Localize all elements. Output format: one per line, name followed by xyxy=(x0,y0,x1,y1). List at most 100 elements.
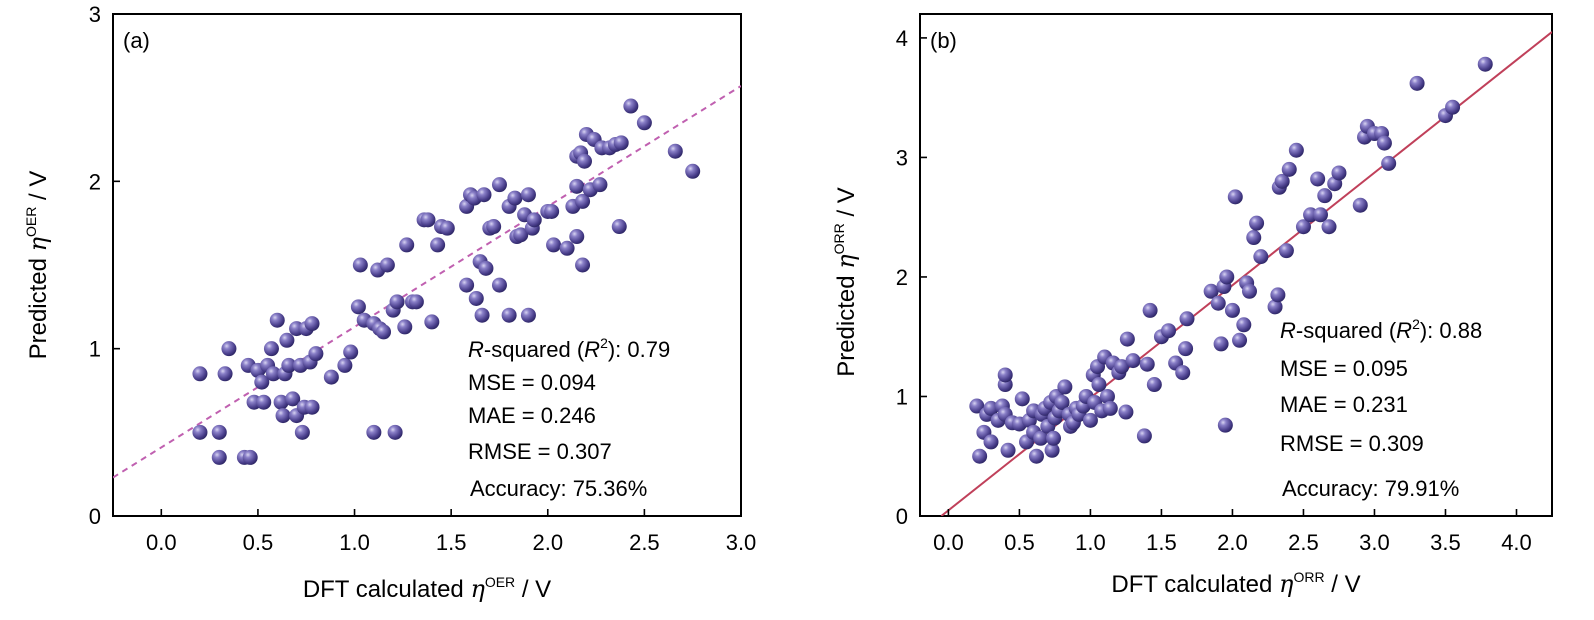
data-point-b-25 xyxy=(1044,442,1060,458)
data-point-a-83 xyxy=(546,237,562,253)
data-point-b-1 xyxy=(972,448,988,464)
data-point-b-93 xyxy=(1331,165,1347,181)
data-point-b-0 xyxy=(969,398,985,414)
accuracy-label-a: Accuracy: 75.36% xyxy=(470,476,647,501)
x-tick-label-b-0: 0.0 xyxy=(933,530,964,555)
data-point-b-75 xyxy=(1241,283,1257,299)
x-tick-label-b-4: 2.0 xyxy=(1217,530,1248,555)
data-point-a-22 xyxy=(285,391,301,407)
data-point-b-57 xyxy=(1146,377,1162,393)
data-point-a-70 xyxy=(491,177,507,193)
data-point-b-14 xyxy=(1014,391,1030,407)
data-point-b-51 xyxy=(1118,404,1134,420)
x-tick-label-b-1: 0.5 xyxy=(1004,530,1035,555)
data-point-a-87 xyxy=(569,178,585,194)
data-point-a-78 xyxy=(520,187,536,203)
data-point-a-80 xyxy=(526,212,542,228)
data-point-a-15 xyxy=(265,366,281,382)
data-point-a-3 xyxy=(211,449,227,465)
data-point-a-77 xyxy=(520,307,536,323)
rmse-label-b: RMSE = 0.309 xyxy=(1280,431,1424,456)
data-point-a-66 xyxy=(478,260,494,276)
ticks-b: 0.0 0.5 1.0 1.5 2.0 2.5 3.0 3.5 4.0 0 1 2 3 4 xyxy=(896,26,1532,555)
data-point-a-30 xyxy=(304,399,320,415)
data-point-b-82 xyxy=(1274,173,1290,189)
data-point-a-20 xyxy=(279,332,295,348)
y-tick-label-b-4: 4 xyxy=(896,26,908,51)
data-point-a-16 xyxy=(269,312,285,328)
x-tick-label-a-4: 2.0 xyxy=(532,530,563,555)
data-point-b-84 xyxy=(1281,161,1297,177)
data-point-a-105 xyxy=(685,163,701,179)
x-tick-label-b-7: 3.5 xyxy=(1430,530,1461,555)
data-point-a-14 xyxy=(263,341,279,357)
data-point-b-5 xyxy=(983,400,999,416)
data-point-a-55 xyxy=(430,237,446,253)
data-point-a-31 xyxy=(304,316,320,332)
y-tick-label-a-0: 0 xyxy=(89,504,101,529)
x-axis-title-b: DFT calculated ηORR / V xyxy=(1111,569,1360,598)
data-point-a-62 xyxy=(468,290,484,306)
data-point-a-101 xyxy=(613,135,629,151)
data-point-b-53 xyxy=(1125,353,1141,369)
data-point-a-84 xyxy=(559,240,575,256)
data-point-a-104 xyxy=(667,143,683,159)
data-point-a-53 xyxy=(420,212,436,228)
x-tick-label-a-2: 1.0 xyxy=(339,530,370,555)
data-points-a xyxy=(113,85,741,479)
x-tick-label-a-0: 0.0 xyxy=(146,530,177,555)
data-point-a-1 xyxy=(192,424,208,440)
data-point-b-78 xyxy=(1253,249,1269,265)
data-point-b-63 xyxy=(1179,311,1195,327)
data-point-b-88 xyxy=(1310,171,1326,187)
chart-panel-a: 0.0 0.5 1.0 1.5 2.0 2.5 3.0 0 1 2 3 (a) R-squared … xyxy=(23,2,756,603)
y-tick-label-a-3: 3 xyxy=(89,2,101,27)
data-point-a-37 xyxy=(352,257,368,273)
accuracy-label-b: Accuracy: 79.91% xyxy=(1282,476,1459,501)
panel-label-a: (a) xyxy=(123,28,150,53)
data-point-b-10 xyxy=(997,367,1013,383)
data-point-a-34 xyxy=(337,357,353,373)
data-point-a-69 xyxy=(491,277,507,293)
y-tick-label-a-2: 2 xyxy=(89,169,101,194)
rmse-label-a: RMSE = 0.307 xyxy=(468,439,612,464)
x-tick-label-b-8: 4.0 xyxy=(1501,530,1532,555)
mse-label-a: MSE = 0.094 xyxy=(468,370,596,395)
data-point-b-100 xyxy=(1381,155,1397,171)
r2-label-b: R-squared (R2): 0.88 xyxy=(1280,316,1482,343)
data-point-b-59 xyxy=(1161,323,1177,339)
data-point-a-65 xyxy=(476,187,492,203)
data-point-b-76 xyxy=(1246,230,1262,246)
x-tick-label-a-1: 0.5 xyxy=(243,530,274,555)
data-point-a-48 xyxy=(397,319,413,335)
data-point-a-75 xyxy=(513,227,529,243)
data-point-b-30 xyxy=(1054,394,1070,410)
data-point-a-21 xyxy=(281,357,297,373)
data-point-b-20 xyxy=(1033,430,1049,446)
data-point-b-55 xyxy=(1139,356,1155,372)
data-point-b-89 xyxy=(1313,207,1329,223)
data-point-b-65 xyxy=(1210,295,1226,311)
data-point-a-4 xyxy=(217,366,233,382)
data-point-a-11 xyxy=(254,374,270,390)
data-point-b-83 xyxy=(1278,243,1294,259)
data-point-a-82 xyxy=(544,203,560,219)
mae-label-b: MAE = 0.231 xyxy=(1280,392,1408,417)
x-tick-label-b-5: 2.5 xyxy=(1288,530,1319,555)
data-point-a-18 xyxy=(275,408,291,424)
y-tick-label-b-0: 0 xyxy=(896,504,908,529)
data-point-a-86 xyxy=(569,229,585,245)
mae-label-a: MAE = 0.246 xyxy=(468,403,596,428)
x-tick-label-a-5: 2.5 xyxy=(629,530,660,555)
metrics-box-a: R-squared (R2): 0.79 MSE = 0.094 MAE = 0… xyxy=(468,335,670,501)
data-point-b-71 xyxy=(1227,189,1243,205)
data-point-b-56 xyxy=(1142,302,1158,318)
data-point-b-73 xyxy=(1236,317,1252,333)
data-point-a-35 xyxy=(343,344,359,360)
data-point-a-54 xyxy=(424,314,440,330)
y-axis-title-b: Predicted ηORR / V xyxy=(831,187,860,377)
data-point-b-61 xyxy=(1175,365,1191,381)
data-point-a-90 xyxy=(575,257,591,273)
data-point-a-51 xyxy=(408,294,424,310)
mse-label-b: MSE = 0.095 xyxy=(1280,356,1408,381)
